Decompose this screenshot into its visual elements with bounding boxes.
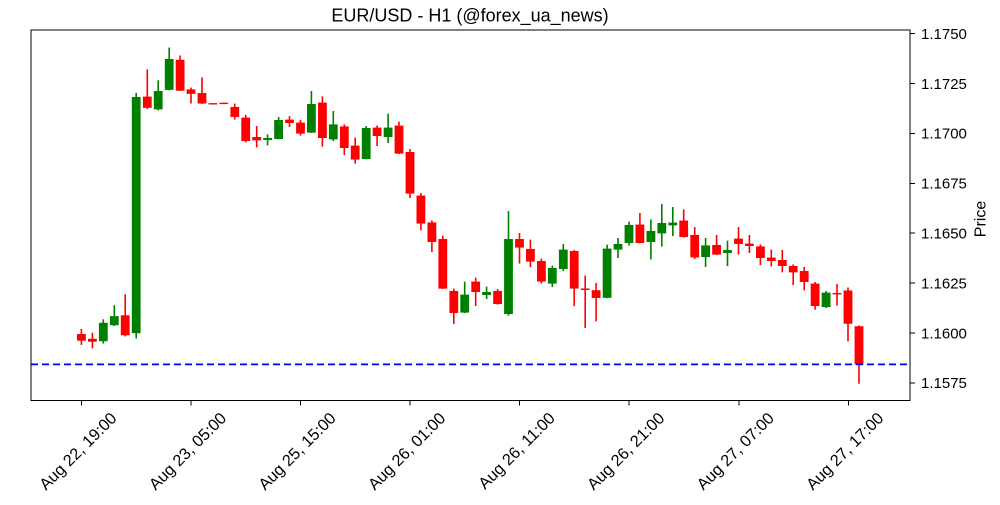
svg-text:Price: Price xyxy=(973,201,990,238)
svg-text:1.1650: 1.1650 xyxy=(921,226,967,243)
svg-text:1.1675: 1.1675 xyxy=(921,176,967,193)
svg-text:1.1625: 1.1625 xyxy=(921,275,967,292)
svg-text:1.1600: 1.1600 xyxy=(921,325,967,342)
svg-text:1.1700: 1.1700 xyxy=(921,126,967,143)
svg-text:1.1575: 1.1575 xyxy=(921,375,967,392)
svg-text:EUR/USD - H1 (@forex_ua_news): EUR/USD - H1 (@forex_ua_news) xyxy=(331,6,608,27)
svg-text:1.1750: 1.1750 xyxy=(921,26,967,43)
svg-text:1.1725: 1.1725 xyxy=(921,76,967,93)
